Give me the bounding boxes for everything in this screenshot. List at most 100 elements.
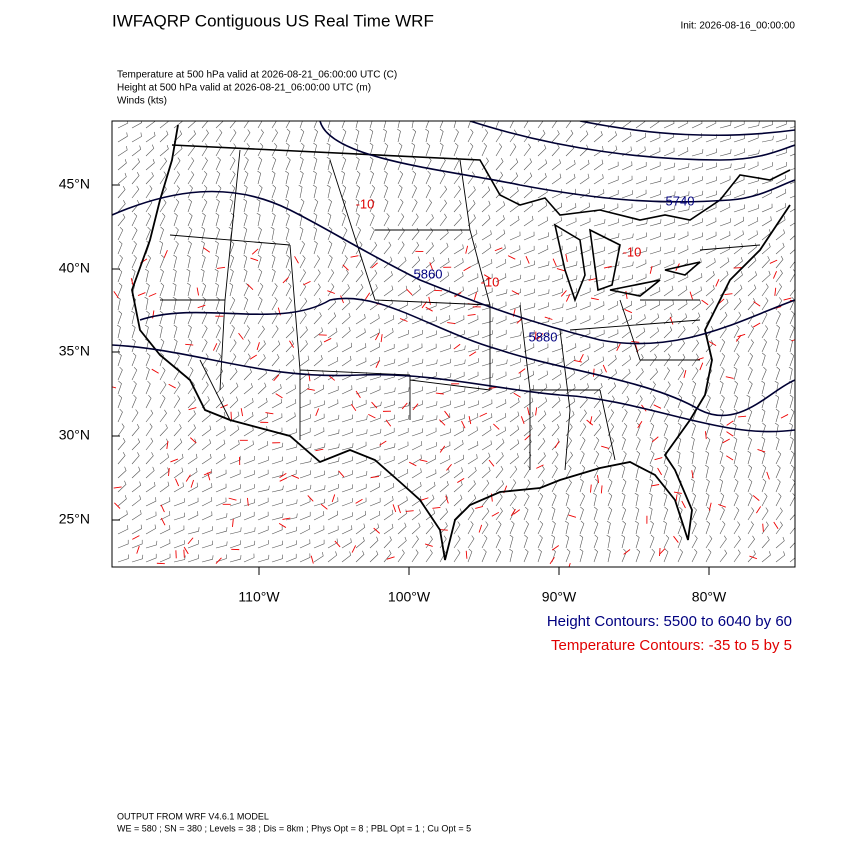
- wind-barb: [341, 184, 347, 199]
- wind-barb: [131, 310, 135, 325]
- wind-barb: [425, 330, 437, 339]
- wind-barb: [733, 549, 741, 563]
- wind-barb: [117, 510, 128, 521]
- temperature-contour: [303, 280, 311, 286]
- wind-barb: [116, 324, 121, 339]
- wind-barb: [159, 254, 165, 269]
- wind-barb: [719, 244, 731, 255]
- wind-barb: [621, 436, 626, 451]
- wind-barb: [551, 465, 558, 479]
- wind-barb: [285, 184, 290, 199]
- temperature-contour: [507, 255, 516, 260]
- temperature-contour: [196, 287, 200, 296]
- wind-barb: [509, 453, 519, 465]
- temperature-contour: [412, 403, 419, 411]
- wind-barb: [271, 456, 283, 465]
- temperature-contour: [247, 283, 254, 291]
- temperature-contour: [113, 291, 119, 299]
- wind-barb: [341, 456, 353, 465]
- wind-barb: [579, 130, 589, 143]
- wind-barb: [537, 424, 546, 437]
- wind-barb: [313, 312, 322, 325]
- wind-barb: [397, 121, 400, 129]
- wind-barb: [355, 497, 367, 507]
- temperature-contour: [170, 458, 179, 463]
- wind-barb: [635, 273, 647, 283]
- temperature-contour: [683, 369, 687, 378]
- wind-barb: [397, 428, 409, 437]
- wind-barb: [733, 257, 743, 269]
- wind-barb: [383, 213, 390, 227]
- wind-barb: [313, 511, 325, 521]
- wind-barb: [313, 384, 325, 395]
- wind-barb: [719, 338, 726, 353]
- wind-barb: [495, 244, 506, 255]
- wind-barb: [705, 492, 710, 507]
- wind-barb: [579, 173, 590, 185]
- wind-barb: [397, 468, 409, 479]
- wind-barb: [509, 548, 513, 563]
- wind-barb: [159, 394, 166, 409]
- wind-barb: [369, 314, 380, 325]
- wind-barb: [159, 511, 171, 521]
- wind-barb: [173, 525, 185, 535]
- wind-barb: [621, 355, 632, 367]
- temperature-contour: [137, 292, 146, 296]
- wind-barb: [355, 523, 366, 535]
- wind-barb: [257, 511, 269, 521]
- wind-barb: [663, 464, 669, 479]
- wind-barb: [439, 358, 452, 367]
- wind-barb: [733, 353, 740, 367]
- temperature-contour: [386, 556, 395, 560]
- temperature-contour: [651, 436, 659, 443]
- wind-barb: [299, 340, 308, 353]
- wind-barb: [565, 302, 577, 311]
- wind-barb: [747, 121, 760, 129]
- wind-barb: [201, 439, 212, 451]
- wind-barb: [425, 184, 432, 199]
- wind-barb: [271, 121, 277, 129]
- wind-barb: [579, 274, 592, 283]
- wind-barb: [369, 356, 381, 367]
- wind-barb: [719, 535, 727, 549]
- wind-barb: [229, 440, 240, 451]
- wind-barb: [355, 415, 368, 423]
- wind-barb: [593, 368, 603, 381]
- wind-barb: [565, 397, 576, 409]
- temperature-contour: [217, 266, 226, 269]
- wind-barb: [495, 186, 504, 199]
- temperature-contour: [166, 441, 169, 450]
- wind-barb: [634, 520, 639, 535]
- wind-barb: [719, 366, 725, 381]
- wind-barb: [453, 272, 464, 283]
- temperature-contour: [755, 506, 762, 514]
- temperature-contour: [148, 292, 157, 297]
- wind-barb: [775, 521, 783, 535]
- wind-barb: [705, 148, 717, 157]
- wind-barb: [607, 382, 617, 395]
- wind-barb: [271, 129, 278, 143]
- wind-barb: [257, 268, 263, 283]
- wind-barb: [453, 258, 464, 269]
- wind-barb: [481, 521, 489, 535]
- wind-barb: [607, 300, 619, 311]
- wind-barb: [719, 298, 729, 311]
- wind-barb: [425, 227, 433, 241]
- wind-barb: [313, 355, 323, 367]
- wind-barb: [313, 198, 319, 213]
- wind-barb: [481, 548, 487, 563]
- wind-barb: [467, 494, 477, 507]
- wind-barb: [789, 153, 795, 157]
- wind-barb: [173, 171, 180, 185]
- temperature-contour: [726, 431, 734, 437]
- temperature-contour: [351, 545, 357, 553]
- wind-barb: [299, 142, 305, 157]
- wind-barb: [439, 171, 446, 185]
- wind-barb: [523, 215, 534, 227]
- temperature-contour: [699, 362, 704, 371]
- wind-barb: [719, 408, 724, 423]
- wind-barb: [172, 296, 177, 311]
- wind-barb: [606, 520, 611, 535]
- temperature-contour: [163, 249, 168, 258]
- wind-barb: [607, 161, 619, 171]
